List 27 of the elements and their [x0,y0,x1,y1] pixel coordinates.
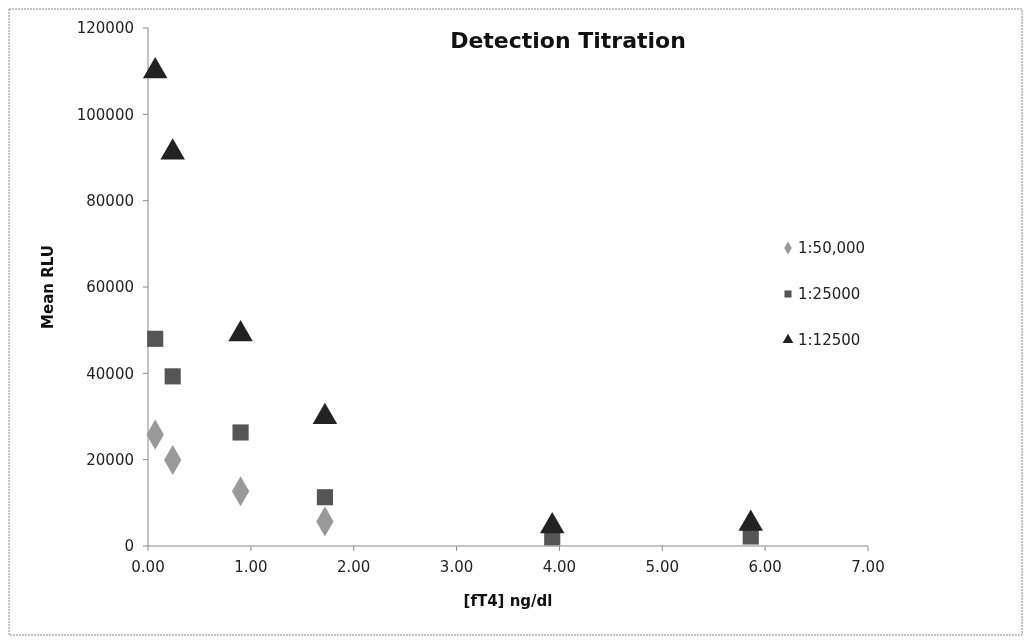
point [232,424,249,441]
point [164,368,181,385]
x-tick-label: 7.00 [851,558,885,576]
y-tick-label: 0 [124,537,134,556]
y-tick-label: 40000 [86,364,134,383]
x-tick-label: 4.00 [542,558,577,576]
x-tick-label: 2.00 [337,558,371,576]
y-tick-label: 80000 [86,191,134,210]
x-tick-label: 3.00 [439,558,474,576]
point [142,57,168,79]
x-tick-label: 1.00 [234,558,268,576]
y-tick-label: 120000 [76,19,134,38]
legend-label: 1:12500 [798,331,861,350]
point [160,138,185,160]
legend-label: 1:25000 [798,285,861,304]
y-tick-label: 60000 [86,278,134,297]
y-axis-title: Mean RLU [39,245,57,329]
legend-label: 1:50,000 [798,239,866,258]
point [316,489,333,506]
y-tick-label: 20000 [86,450,134,469]
x-tick-label: 5.00 [645,558,679,576]
x-axis-title: [fT4] ng/dl [463,592,553,610]
x-tick-label: 0.00 [131,558,165,576]
chart-title: Detection Titration [450,28,686,53]
point [147,330,164,347]
x-tick-label: 6.00 [748,558,782,576]
y-tick-label: 100000 [76,105,134,124]
